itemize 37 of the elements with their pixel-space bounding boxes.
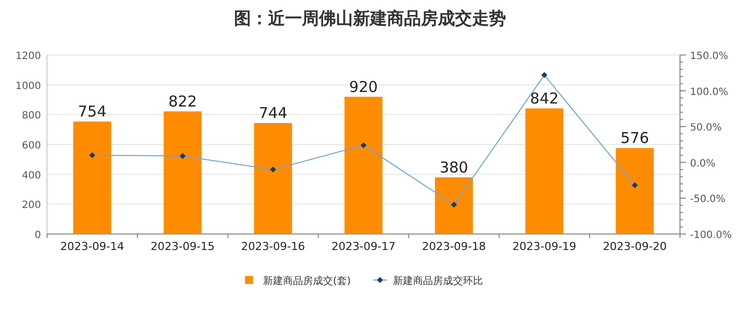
y2-tick-label: 150.0% xyxy=(690,51,728,62)
x-tick-label: 2023-09-16 xyxy=(241,240,306,253)
y-tick-label: 1200 xyxy=(16,51,41,62)
bar xyxy=(434,177,473,234)
bar xyxy=(73,122,112,234)
bar xyxy=(164,111,202,234)
data-label: 754 xyxy=(78,102,107,121)
chart-title: 图：近一周佛山新建商品房成交走势 xyxy=(234,9,506,29)
legend-label: 新建商品房成交(套) xyxy=(263,275,351,287)
x-tick-label: 2023-09-19 xyxy=(512,240,576,253)
data-label: 920 xyxy=(349,78,378,96)
x-tick-label: 2023-09-20 xyxy=(602,240,667,253)
y-tick-label: 400 xyxy=(22,170,41,182)
y-tick-label: 600 xyxy=(22,140,41,152)
data-label: 744 xyxy=(258,104,288,122)
x-tick-label: 2023-09-15 xyxy=(150,240,215,253)
y-tick-label: 1000 xyxy=(16,80,41,92)
x-tick-label: 2023-09-18 xyxy=(422,240,486,253)
data-label: 576 xyxy=(620,129,650,148)
data-label: 380 xyxy=(440,158,468,176)
bar xyxy=(254,123,292,234)
x-tick-label: 2023-09-17 xyxy=(332,240,396,253)
y2-tick-label: 50.0% xyxy=(690,122,722,134)
legend-label: 新建商品房成交环比 xyxy=(393,275,483,287)
y-tick-label: 800 xyxy=(22,110,41,122)
y-tick-label: 0 xyxy=(34,230,41,241)
y2-tick-label: 0.0% xyxy=(690,158,716,170)
y2-tick-label: 100.0% xyxy=(690,86,728,98)
y-tick-label: 200 xyxy=(22,200,41,212)
bar xyxy=(344,96,382,234)
bar xyxy=(616,148,654,234)
bar xyxy=(525,108,564,234)
y2-tick-label: -50.0% xyxy=(690,194,726,206)
data-label: 842 xyxy=(530,89,559,108)
y2-tick-label: -100.0% xyxy=(690,230,732,241)
data-label: 822 xyxy=(168,92,197,110)
x-tick-label: 2023-09-14 xyxy=(60,240,124,253)
